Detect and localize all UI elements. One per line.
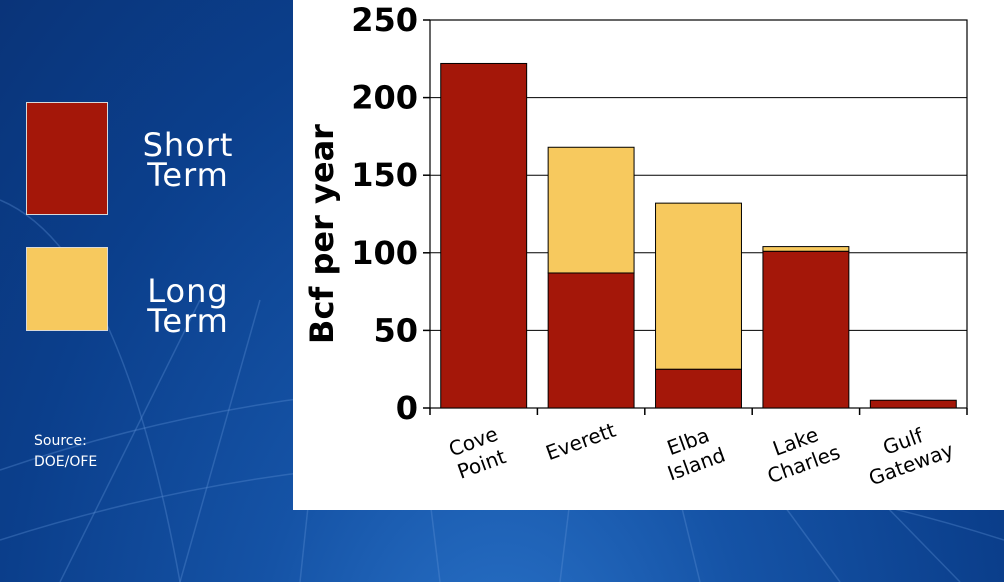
legend-swatch-short-term — [26, 102, 108, 215]
source-note: Source: DOE/OFE — [34, 431, 97, 473]
x-category-label-line: Everett — [543, 418, 620, 465]
y-tick-label-50: 50 — [373, 311, 418, 349]
legend-label-long-term-line1: Long — [147, 272, 229, 310]
y-axis-title: Bcf per year — [303, 124, 341, 344]
legend-label-short-term: Short Term — [120, 126, 256, 194]
bar-lake-charles-series-1 — [762, 246, 850, 252]
chart-panel: 0 50 100 150 200 250 Bcf per year Cove Point Ever… — [293, 0, 1004, 510]
legend-label-long-term: Long Term — [120, 272, 256, 340]
y-tick-label-100: 100 — [351, 234, 418, 272]
legend-label-long-term-line2: Term — [147, 302, 229, 340]
bar-gulf-gateway-series-0 — [869, 399, 957, 409]
bar-elba-island-series-0 — [655, 368, 742, 409]
bar-everett-series-0 — [547, 272, 635, 409]
bar-everett-series-1 — [547, 146, 635, 274]
bar-elba-island-series-1 — [655, 202, 742, 370]
y-tick-label-0: 0 — [396, 389, 418, 427]
bar-lake-charles-series-0 — [762, 250, 850, 409]
y-tick-label-150: 150 — [351, 156, 418, 194]
legend-label-short-term-line2: Term — [147, 156, 229, 194]
y-tick-label-200: 200 — [351, 79, 418, 117]
source-value: DOE/OFE — [34, 454, 98, 470]
legend-swatch-long-term — [26, 247, 108, 331]
y-tick-label-250: 250 — [351, 1, 418, 39]
bar-cove-point-series-0 — [440, 62, 528, 409]
x-category-label-everett: Everett — [543, 418, 620, 465]
source-label: Source: — [34, 433, 87, 449]
legend-label-short-term-line1: Short — [142, 126, 234, 164]
